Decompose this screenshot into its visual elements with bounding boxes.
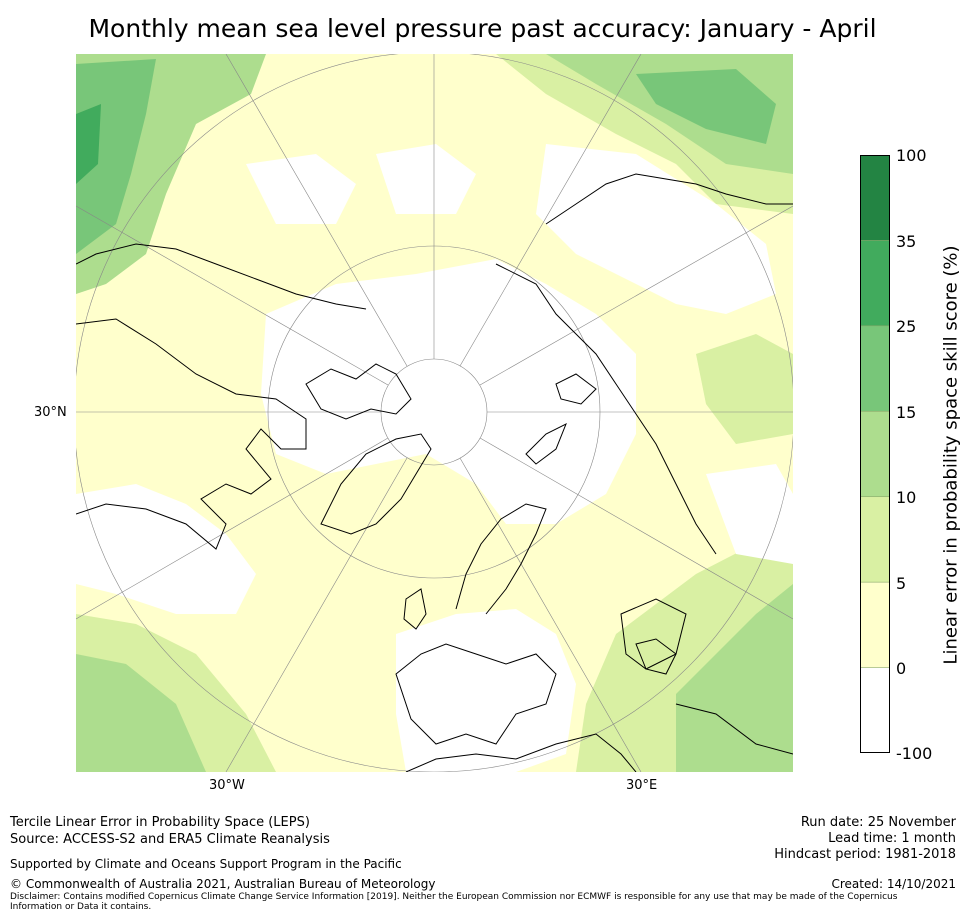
scandinavia-coast bbox=[455, 503, 547, 615]
footer-method: Tercile Linear Error in Probability Spac… bbox=[10, 815, 310, 830]
meridian-line bbox=[459, 457, 642, 772]
british-isles-coast bbox=[403, 588, 427, 630]
no-skill-pacific bbox=[76, 484, 256, 614]
meridian-line bbox=[225, 457, 408, 772]
colorbar-tick: -100 bbox=[896, 744, 933, 763]
colorbar-bin bbox=[859, 496, 891, 583]
meridian-line bbox=[225, 54, 408, 367]
colorbar-frame bbox=[860, 155, 890, 753]
coastlines bbox=[76, 173, 793, 772]
footer-run-date: Run date: 25 November bbox=[800, 815, 956, 830]
north-america-coast bbox=[76, 318, 307, 550]
skill-region-east-patch bbox=[696, 334, 793, 444]
no-skill-east-patch bbox=[706, 464, 793, 564]
meridian-line bbox=[479, 205, 793, 386]
russian-arctic-coast bbox=[495, 263, 717, 555]
colorbar-bin bbox=[859, 154, 891, 242]
no-skill-russia bbox=[536, 144, 776, 314]
meridian-line bbox=[479, 437, 793, 620]
skill-region-northeast-green bbox=[636, 69, 776, 144]
skill-region-southwest-mid bbox=[76, 654, 206, 772]
colorbar-tick: 35 bbox=[896, 232, 917, 251]
greenland-coast bbox=[320, 433, 432, 535]
latitude-label: 30°N bbox=[34, 405, 67, 420]
meridian-line bbox=[76, 205, 389, 386]
no-skill-europe bbox=[396, 609, 576, 772]
footer-source: Source: ACCESS-S2 and ERA5 Climate Reana… bbox=[10, 832, 330, 847]
map-title: Monthly mean sea level pressure past acc… bbox=[88, 14, 877, 43]
no-skill-north-patch bbox=[246, 154, 356, 224]
footer-support: Supported by Climate and Oceans Support … bbox=[10, 857, 402, 871]
colorbar-tick: 15 bbox=[896, 403, 917, 422]
arabian-coast bbox=[675, 703, 793, 755]
colorbar-tick: 10 bbox=[896, 488, 917, 507]
footer-disclaimer: Disclaimer: Contains modified Copernicus… bbox=[10, 892, 898, 912]
colorbar-bin bbox=[859, 240, 891, 327]
colorbar-bin bbox=[859, 325, 891, 413]
colorbar-bin bbox=[859, 667, 891, 754]
skill-region-southeast-mid bbox=[676, 584, 793, 772]
colorbar-tick: 5 bbox=[896, 574, 907, 593]
caspian-coast bbox=[635, 638, 677, 675]
mediterranean-coast bbox=[405, 733, 637, 772]
european-coast bbox=[395, 643, 557, 745]
graticule bbox=[76, 54, 793, 772]
no-skill-central-patch bbox=[376, 144, 476, 214]
meridian-line bbox=[76, 437, 389, 620]
skill-region-west-deepest bbox=[76, 104, 101, 184]
footer-hindcast: Hindcast period: 1981-2018 bbox=[774, 847, 956, 862]
skill-fill-regions bbox=[76, 54, 793, 772]
meridian-line bbox=[459, 54, 642, 367]
colorbar-title: Linear error in probability space skill … bbox=[940, 245, 962, 665]
colorbar bbox=[859, 154, 891, 754]
colorbar-tick: 25 bbox=[896, 317, 917, 336]
longitude-label-east: 30°E bbox=[626, 778, 658, 793]
no-skill-regions bbox=[76, 144, 793, 772]
novaya-zemlya bbox=[525, 422, 567, 465]
longitude-label-west: 30°W bbox=[209, 778, 245, 793]
canadian-arctic-islands bbox=[305, 363, 412, 420]
skill-score-map bbox=[76, 54, 793, 772]
footer-created: Created: 14/10/2021 bbox=[831, 877, 956, 891]
colorbar-bins bbox=[859, 154, 891, 754]
siberian-coast bbox=[545, 173, 793, 225]
taimyr-coast bbox=[555, 373, 597, 405]
colorbar-bin bbox=[859, 581, 891, 669]
no-skill-arctic bbox=[261, 259, 636, 524]
polar-map-svg bbox=[76, 54, 793, 772]
footer-lead-time: Lead time: 1 month bbox=[828, 831, 956, 846]
colorbar-tick: 100 bbox=[896, 146, 927, 165]
colorbar-tick: 0 bbox=[896, 659, 907, 678]
north-america-northern-coast bbox=[76, 243, 367, 310]
colorbar-bin bbox=[859, 410, 891, 498]
colorbar-svg bbox=[859, 154, 891, 754]
footer-copyright: © Commonwealth of Australia 2021, Austra… bbox=[10, 877, 436, 891]
